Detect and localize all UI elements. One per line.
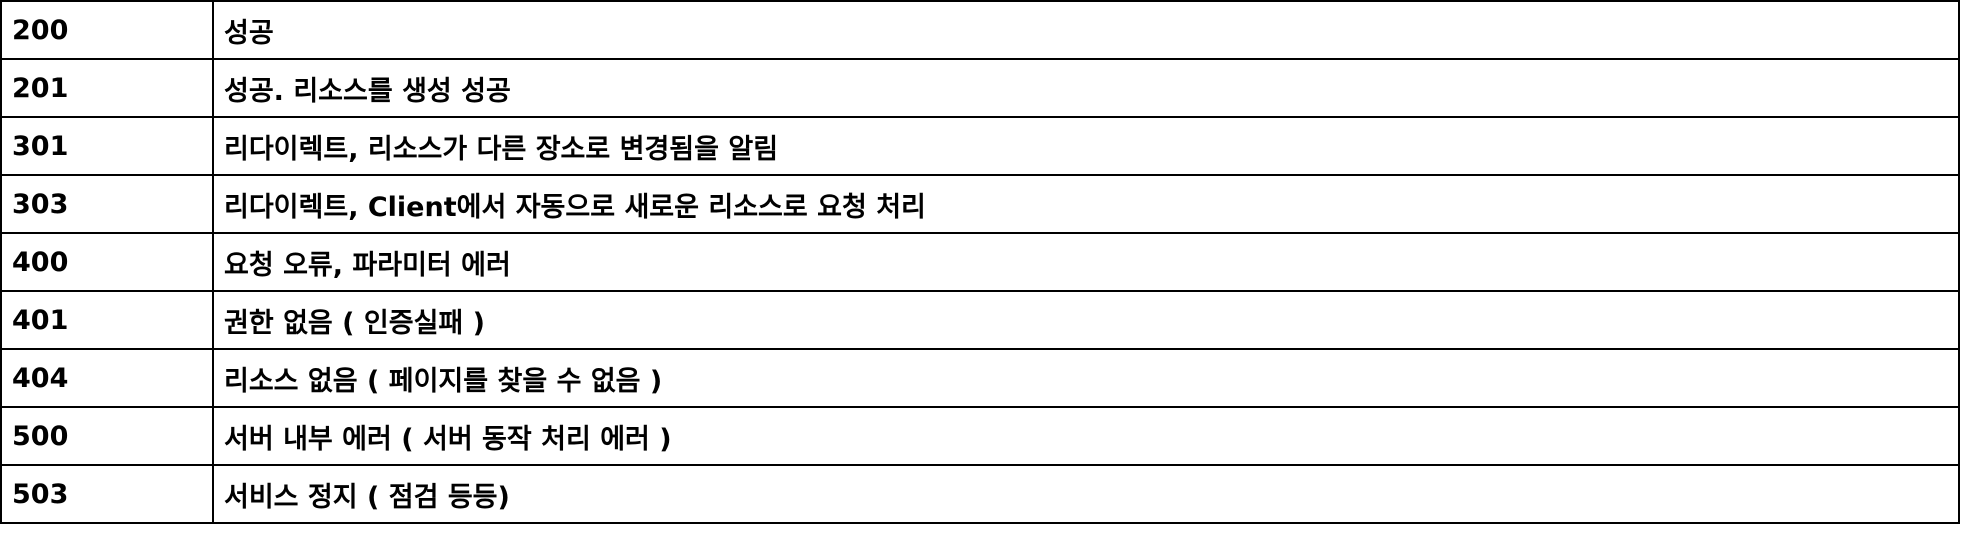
status-description-cell: 권한 없음 ( 인증실패 )	[212, 290, 1960, 350]
table-row: 503 서비스 정지 ( 점검 등등)	[0, 464, 1960, 524]
http-status-table: 200 성공 201 성공. 리소스를 생성 성공 301 리다이렉트, 리소스…	[0, 0, 1960, 524]
status-code-cell: 200	[0, 0, 214, 60]
table-row: 201 성공. 리소스를 생성 성공	[0, 58, 1960, 118]
table-row: 401 권한 없음 ( 인증실패 )	[0, 290, 1960, 350]
status-description-cell: 서비스 정지 ( 점검 등등)	[212, 464, 1960, 524]
status-description-cell: 리다이렉트, Client에서 자동으로 새로운 리소스로 요청 처리	[212, 174, 1960, 234]
status-description-cell: 요청 오류, 파라미터 에러	[212, 232, 1960, 292]
status-code-cell: 400	[0, 232, 214, 292]
status-description-cell: 서버 내부 에러 ( 서버 동작 처리 에러 )	[212, 406, 1960, 466]
table-row: 200 성공	[0, 0, 1960, 60]
table-row: 301 리다이렉트, 리소스가 다른 장소로 변경됨을 알림	[0, 116, 1960, 176]
status-description-cell: 성공	[212, 0, 1960, 60]
status-code-cell: 303	[0, 174, 214, 234]
status-code-cell: 404	[0, 348, 214, 408]
table-row: 400 요청 오류, 파라미터 에러	[0, 232, 1960, 292]
status-code-cell: 503	[0, 464, 214, 524]
status-code-cell: 401	[0, 290, 214, 350]
table-row: 303 리다이렉트, Client에서 자동으로 새로운 리소스로 요청 처리	[0, 174, 1960, 234]
status-code-cell: 201	[0, 58, 214, 118]
status-code-cell: 301	[0, 116, 214, 176]
table-row: 404 리소스 없음 ( 페이지를 찾을 수 없음 )	[0, 348, 1960, 408]
status-description-cell: 리다이렉트, 리소스가 다른 장소로 변경됨을 알림	[212, 116, 1960, 176]
table-row: 500 서버 내부 에러 ( 서버 동작 처리 에러 )	[0, 406, 1960, 466]
status-code-cell: 500	[0, 406, 214, 466]
status-description-cell: 성공. 리소스를 생성 성공	[212, 58, 1960, 118]
status-description-cell: 리소스 없음 ( 페이지를 찾을 수 없음 )	[212, 348, 1960, 408]
